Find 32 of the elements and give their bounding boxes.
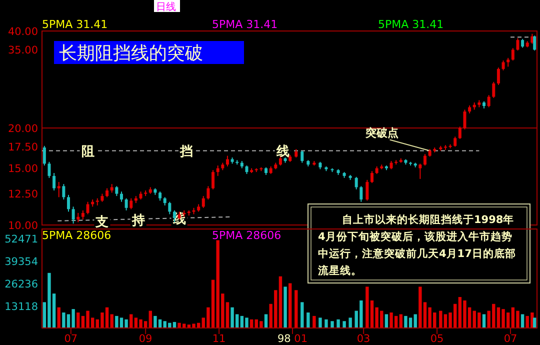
chart-subtitle: 日线 xyxy=(156,1,176,13)
annotation: 持 xyxy=(130,214,145,229)
y-tick-label: 13118 xyxy=(4,301,38,314)
y-tick-label: 52471 xyxy=(4,233,38,246)
y-tick-label: 12.50 xyxy=(8,188,38,201)
y-tick-label: 40.00 xyxy=(8,26,38,38)
annotation: 自上市以来的长期阻挡线于1998年4月份下旬被突破后，该股进入牛市趋势中运行，注意突破前几天4月17日的底部流星线。 xyxy=(317,213,516,277)
text: 长期阻挡线的突破 xyxy=(59,43,203,64)
y-tick-label: 26236 xyxy=(4,278,38,290)
annotation: 5PMA 31.41 xyxy=(42,18,108,31)
y-tick-label: 35.00 xyxy=(8,44,38,56)
x-tick-label: 05 xyxy=(430,333,444,345)
annotation: 5PMA 28606 xyxy=(212,229,282,242)
x-tick-label: 07 xyxy=(64,333,78,345)
x-tick-label: 11 xyxy=(212,333,226,345)
y-tick-label: 39354 xyxy=(4,256,38,268)
annotation: 挡 xyxy=(179,144,194,160)
x-tick-label: 09 xyxy=(138,333,152,345)
y-tick-label: 17.50 xyxy=(8,141,38,154)
annotation: 5PMA 31.41 xyxy=(212,18,278,31)
y-tick-label: 15.00 xyxy=(8,163,38,176)
annotation: 突破点 xyxy=(364,126,398,140)
annotation: 5PMA 31.41 xyxy=(378,18,444,31)
x-tick-label: 98 01 xyxy=(277,333,308,345)
annotation: 阻 xyxy=(81,144,94,160)
annotation: 支 xyxy=(94,214,109,230)
y-tick-label: 20.00 xyxy=(8,122,38,135)
x-tick-label: 03 xyxy=(356,333,370,345)
x-tick-label: 07 xyxy=(504,333,518,345)
annotation: 5PMA 28606 xyxy=(42,229,112,242)
y-tick-label: 10.00 xyxy=(8,220,38,232)
annotation: 线 xyxy=(275,144,290,160)
